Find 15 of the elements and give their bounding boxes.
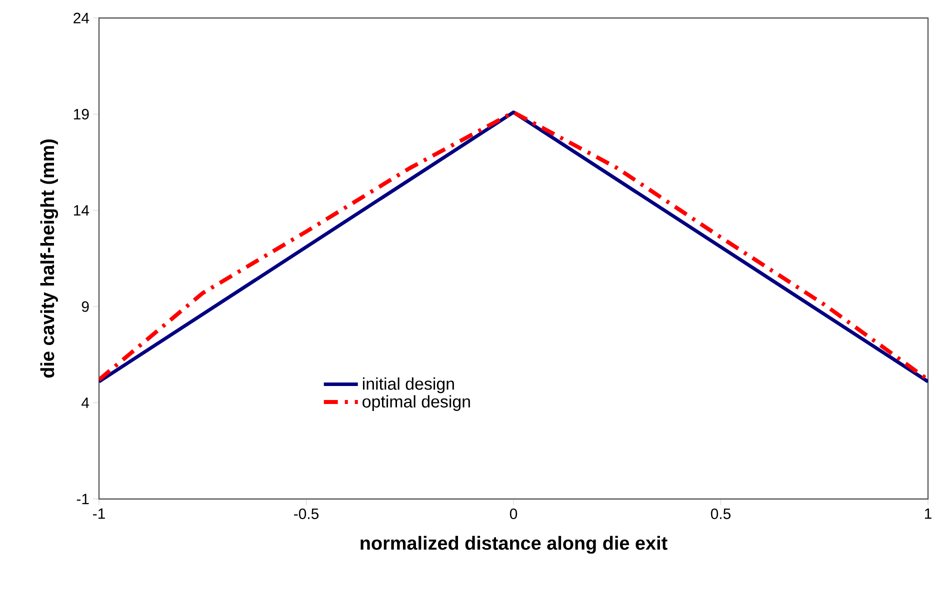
y-tick-label: 24: [74, 12, 90, 24]
x-tick-label: -0.5: [294, 508, 319, 520]
legend-label: initial design: [362, 377, 454, 394]
y-tick-label: -1: [76, 494, 89, 504]
x-axis-title: normalized distance along die exit: [360, 536, 668, 554]
x-tick-label: 0: [510, 508, 518, 520]
x-tick-label: 1: [924, 508, 932, 519]
y-tick-label: 9: [82, 301, 89, 312]
y-axis-title: die cavity half-height (mm): [40, 140, 58, 378]
x-tick-label: -1: [93, 508, 105, 519]
legend-label: optimal design: [362, 395, 470, 411]
y-tick-label: 14: [74, 205, 90, 216]
y-tick-label: 4: [82, 398, 90, 408]
x-tick-label: 0.5: [710, 508, 731, 520]
y-tick-label: 19: [74, 108, 89, 120]
